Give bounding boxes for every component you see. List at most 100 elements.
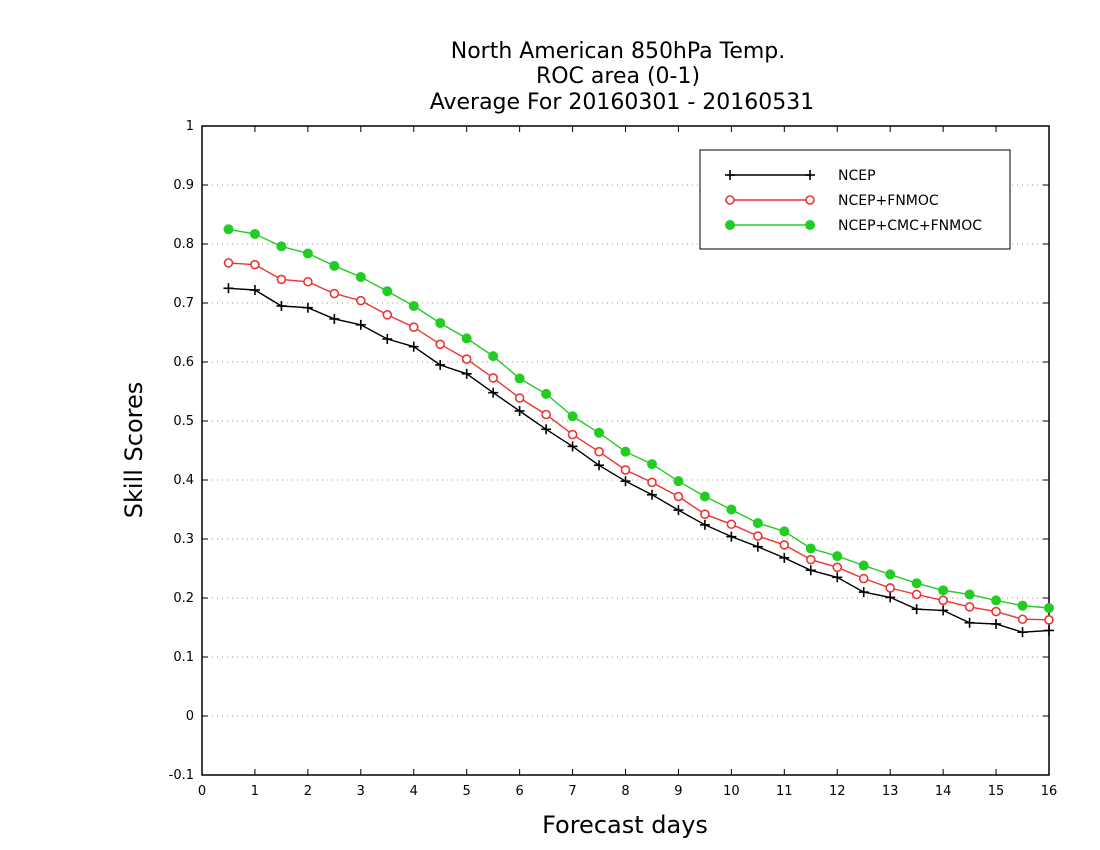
y-tick-label: 0.6 [173, 355, 194, 370]
series-2-point [805, 543, 816, 554]
series-1-point [408, 322, 419, 332]
series-2-point [752, 518, 763, 529]
series-2-point [779, 526, 790, 537]
series-0-point [302, 302, 313, 313]
x-tick-label: 13 [882, 784, 899, 799]
series-2-point [302, 248, 313, 259]
series-line-0 [228, 287, 1050, 633]
series-1-point [1044, 615, 1054, 625]
legend-marker-2 [805, 220, 815, 230]
y-axis-label: Skill Scores [120, 382, 148, 519]
x-axis-label: Forecast days [542, 811, 708, 839]
legend-marker-1 [725, 195, 735, 205]
series-2-point [938, 585, 949, 596]
series-2-point [832, 551, 843, 562]
series-2-point [726, 504, 737, 515]
series-0-point [620, 476, 631, 487]
series-2-point [1017, 600, 1028, 611]
x-tick-label: 16 [1041, 784, 1058, 799]
series-0-point [752, 541, 763, 552]
series-2-point [1044, 603, 1054, 614]
series-2-point [249, 228, 260, 239]
x-tick-label: 5 [463, 784, 471, 799]
legend-marker-0 [725, 170, 735, 180]
series-0-point [832, 572, 843, 583]
x-tick-label: 9 [674, 784, 682, 799]
series-0-point [911, 604, 922, 615]
series-2-point [488, 351, 499, 362]
series-1-point [647, 477, 657, 488]
series-2-point [276, 241, 287, 252]
series-1-point [779, 540, 790, 550]
series-0-point [355, 319, 366, 330]
series-0-point [805, 565, 816, 576]
series-2-point [699, 491, 710, 502]
series-0-point [964, 617, 975, 628]
series-1-point [832, 562, 843, 573]
series-1-point [541, 409, 551, 420]
series-1-point [885, 583, 895, 593]
series-2-point [461, 333, 472, 344]
series-2-point [594, 427, 605, 438]
series-2-point [329, 260, 340, 271]
series-0-point [541, 424, 552, 435]
series-2-point [408, 300, 419, 311]
y-tick-label: 1 [186, 119, 194, 134]
series-1-point [753, 531, 763, 541]
series-0-point [646, 489, 657, 500]
series-2-point [435, 318, 446, 329]
legend: NCEP NCEP+FNMOC NCEP+CMC+FNMOC [699, 149, 1011, 250]
series-0-point [858, 587, 869, 598]
series-1-point [356, 295, 366, 306]
y-tick-label: 0.8 [173, 237, 194, 252]
series-2-point [858, 560, 869, 571]
series-0-point [991, 618, 1002, 629]
y-tick-label: 0.5 [173, 414, 194, 429]
series-2-point [541, 388, 552, 399]
series-1-point [911, 589, 922, 600]
axis-ticks: -0.100.10.20.30.40.50.60.70.80.910 1 2 3 4 5 6… [169, 119, 1058, 799]
series-1-point [488, 373, 498, 383]
x-tick-label: 8 [621, 784, 629, 799]
y-tick-label: 0 [186, 709, 194, 724]
series-1-point [276, 274, 287, 285]
series-0-point [488, 387, 499, 398]
series-1-point [594, 446, 604, 457]
y-tick-label: 0.2 [173, 591, 194, 606]
series-1-point [514, 393, 525, 403]
y-tick-label: 0.1 [173, 650, 194, 665]
y-tick-label: 0.7 [173, 296, 194, 311]
series-2-point [646, 459, 657, 470]
series-0-point [594, 460, 605, 471]
series-2-point [964, 589, 975, 600]
legend-label-1: NCEP+FNMOC [838, 193, 939, 209]
x-tick-label: 7 [568, 784, 576, 799]
series-0-point [779, 552, 790, 563]
y-tick-label: -0.1 [169, 768, 194, 783]
series-0-point [1017, 627, 1028, 638]
series-1-point [805, 554, 816, 565]
series-0-point [1044, 625, 1054, 636]
series-1-point [461, 354, 472, 364]
series-1-point [858, 573, 869, 584]
series-0-point [938, 605, 949, 616]
x-tick-label: 12 [829, 784, 846, 799]
x-tick-label: 10 [723, 784, 740, 799]
series-1-point [382, 309, 393, 320]
x-tick-label: 2 [304, 784, 312, 799]
series-0-point [276, 300, 287, 311]
series-1-point [250, 259, 260, 270]
chart-title-line-2: ROC area (0-1) [536, 64, 700, 89]
legend-label-0: NCEP [838, 168, 876, 184]
series-1-point [567, 429, 578, 440]
series-1-point [726, 519, 737, 530]
series-1-point [1017, 614, 1028, 625]
series-2-point [620, 446, 631, 457]
series-0-point [673, 505, 684, 516]
series-0-point [514, 405, 525, 416]
series-1-point [938, 595, 948, 606]
series-1-point [964, 602, 975, 612]
series-2-point [514, 373, 525, 384]
x-tick-label: 14 [935, 784, 952, 799]
series-1-point [303, 276, 313, 287]
